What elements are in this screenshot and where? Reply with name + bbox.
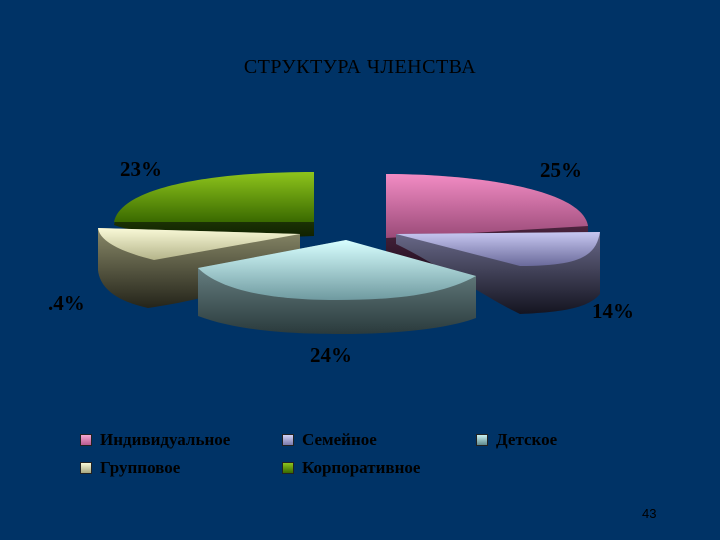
pie-slice-corporate [114,172,314,238]
legend-swatch-children [476,434,488,446]
legend-item-group: Групповое [80,456,180,480]
data-label-family: 14% [592,299,634,323]
legend-item-children: Детское [476,428,557,452]
legend-label-individual: Индивидуальное [100,430,231,449]
chart-title: СТРУКТУРА ЧЛЕНСТВА [243,56,477,78]
pie-slice-children [198,240,476,334]
legend-label-children: Детское [496,430,558,449]
data-label-children: 24% [310,343,352,367]
legend-item-individual: Индивидуальное [80,428,230,452]
page-number: 43 [642,506,657,521]
data-label-corporate: 23% [120,157,162,181]
legend-label-corporate: Корпоративное [302,458,421,477]
legend-item-family: Семейное [282,428,377,452]
data-label-group: .4% [48,291,85,315]
legend-item-corporate: Корпоративное [282,456,420,480]
legend-label-group: Групповое [100,458,181,477]
legend-swatch-corporate [282,462,294,474]
legend-label-family: Семейное [302,430,377,449]
data-label-individual: 25% [540,158,582,182]
legend-swatch-individual [80,434,92,446]
pie-slice-family [396,232,600,314]
legend-swatch-family [282,434,294,446]
legend-swatch-group [80,462,92,474]
chart-legend: Индивидуальное Семейное Детское Группово… [76,428,676,488]
